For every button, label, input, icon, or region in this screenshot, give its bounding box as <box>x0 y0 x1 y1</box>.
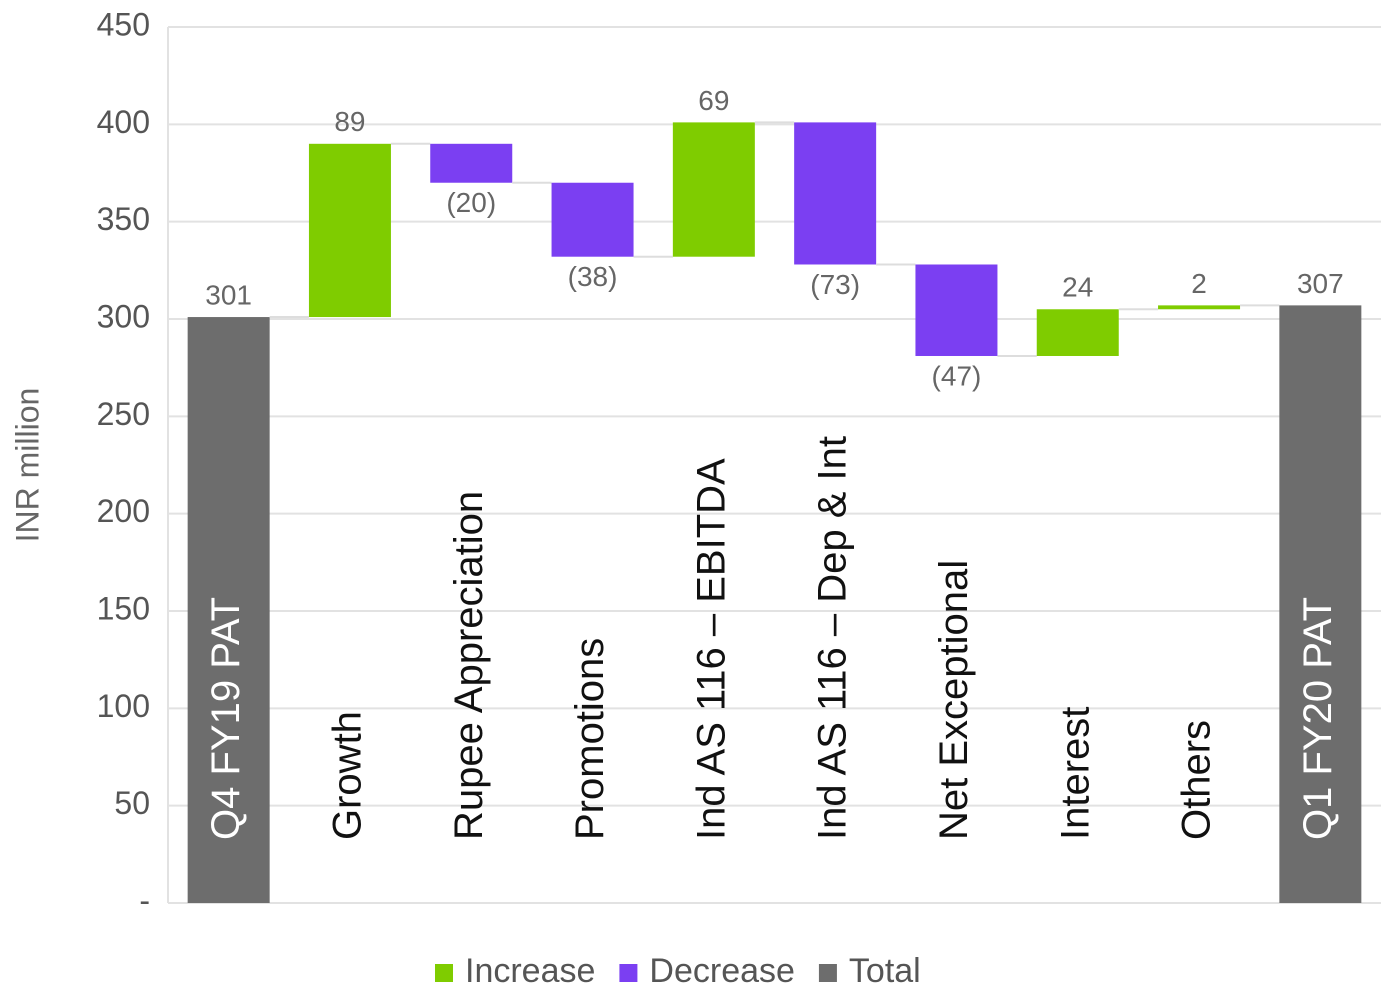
bar <box>1036 309 1119 356</box>
category-label: Net Exceptional <box>932 560 976 840</box>
y-tick-label: 350 <box>97 201 150 237</box>
legend-swatch <box>435 964 453 982</box>
y-tick-label: 50 <box>114 785 150 821</box>
category-label: Q4 FY19 PAT <box>204 597 248 840</box>
legend-swatch <box>818 964 837 982</box>
bar <box>794 122 877 265</box>
bar <box>672 122 755 257</box>
category-label: Interest <box>1053 707 1097 840</box>
y-tick-label: 400 <box>97 104 150 140</box>
y-tick-label: 450 <box>97 6 150 42</box>
y-tick-label: - <box>139 882 150 918</box>
value-label: 24 <box>1062 272 1093 303</box>
legend-label: Increase <box>465 952 595 989</box>
legend-label: Total <box>849 952 921 989</box>
value-label: 301 <box>205 279 252 310</box>
value-label: (38) <box>568 261 618 292</box>
bar <box>551 182 634 257</box>
y-tick-label: 200 <box>97 493 150 529</box>
y-axis-title: INR million <box>9 388 45 543</box>
value-label: (47) <box>932 360 982 391</box>
value-label: 69 <box>698 85 729 116</box>
value-label: 307 <box>1297 268 1344 299</box>
value-label: (20) <box>446 187 496 218</box>
y-tick-label: 300 <box>97 298 150 334</box>
y-tick-label: 150 <box>97 590 150 626</box>
bar <box>308 143 391 318</box>
bar <box>187 317 270 903</box>
bar <box>1279 305 1362 904</box>
category-label: Promotions <box>568 638 612 840</box>
category-label: Growth <box>326 711 370 840</box>
value-label: (73) <box>810 269 860 300</box>
value-label: 2 <box>1191 268 1207 299</box>
legend-swatch <box>619 964 638 982</box>
category-label: Rupee Appreciation <box>447 491 491 840</box>
category-label: Ind AS 116 – EBITDA <box>689 458 733 840</box>
y-tick-label: 250 <box>97 396 150 432</box>
bar <box>915 264 998 356</box>
category-label: Q1 FY20 PAT <box>1296 597 1340 840</box>
y-tick-label: 100 <box>97 688 150 724</box>
bar <box>430 143 513 183</box>
bar <box>1158 305 1241 310</box>
value-label: 89 <box>334 106 365 137</box>
category-label: Others <box>1175 720 1219 840</box>
category-label: Ind AS 116 – Dep & Int <box>811 436 855 840</box>
legend-label: Decrease <box>649 952 795 989</box>
